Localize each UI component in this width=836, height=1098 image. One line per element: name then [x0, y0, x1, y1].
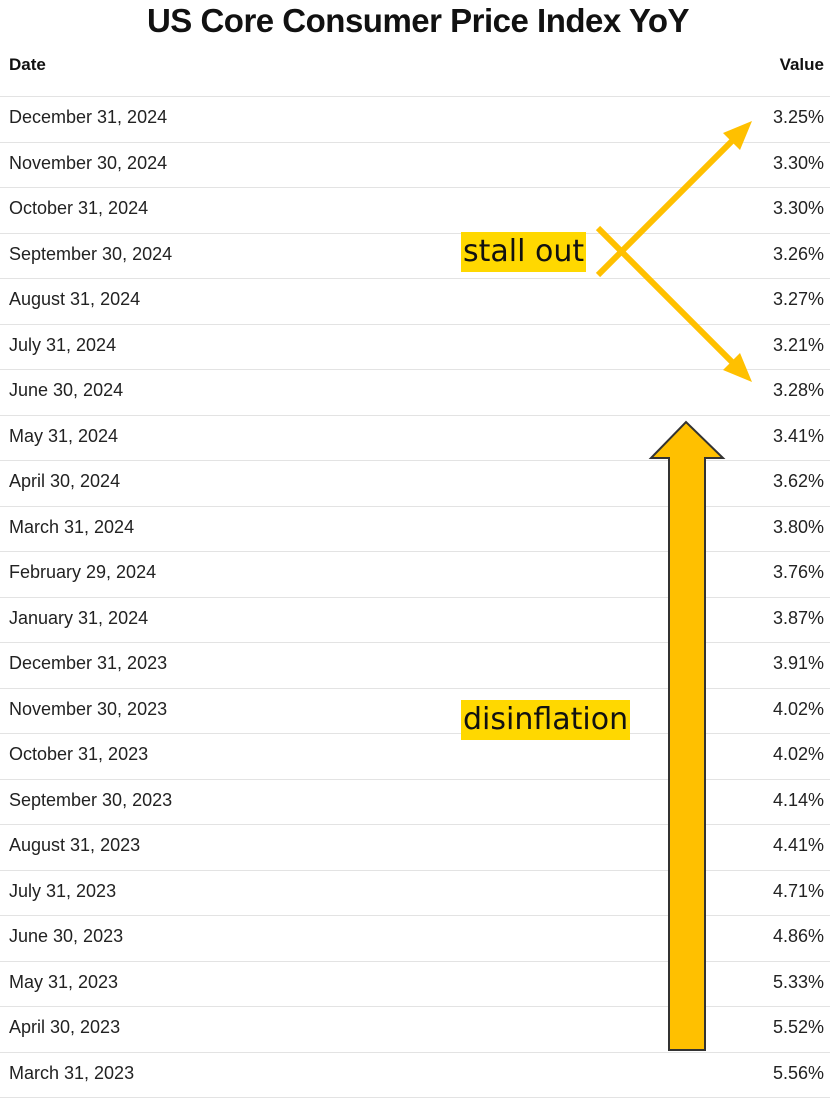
stall-arrow-down: [598, 228, 736, 366]
disinflation-arrow: [651, 422, 723, 1050]
annotation-disinflation: disinflation: [461, 700, 630, 740]
annotation-stall-out: stall out: [461, 232, 586, 272]
stall-arrow-up: [598, 137, 736, 275]
